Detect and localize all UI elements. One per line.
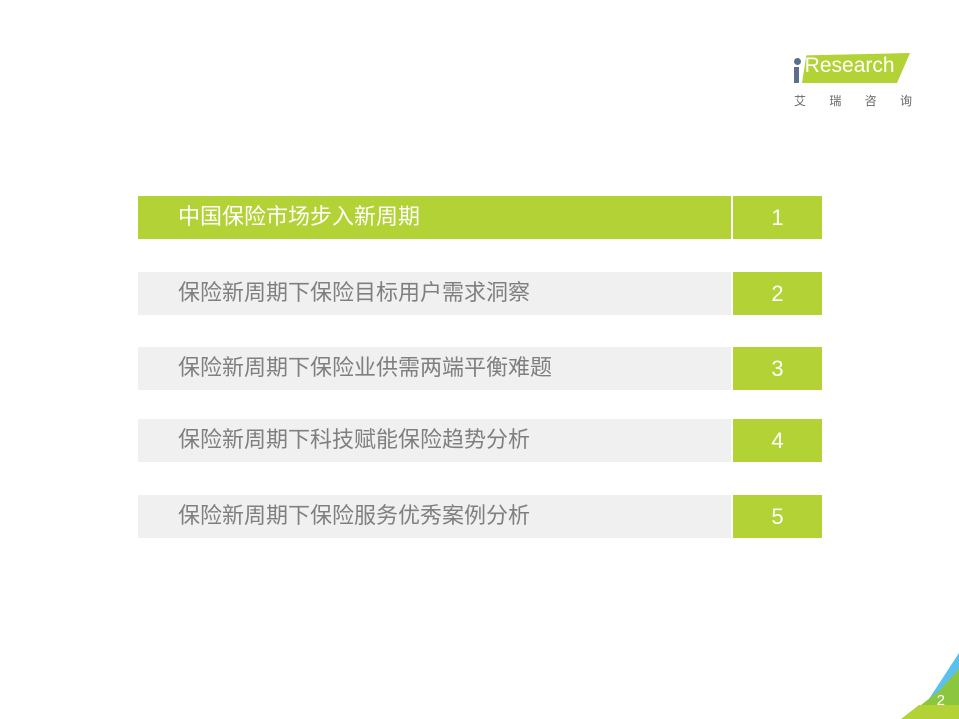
logo-brand-text: iResearch bbox=[800, 54, 895, 78]
logo-banner bbox=[802, 53, 910, 83]
logo-brand: Research bbox=[804, 54, 895, 77]
logo-dot bbox=[794, 58, 801, 65]
toc-item-number: 4 bbox=[733, 419, 822, 462]
logo-char: 瑞 bbox=[829, 94, 842, 108]
toc-item-1[interactable]: 中国保险市场步入新周期 1 bbox=[138, 196, 822, 239]
page-number: 2 bbox=[936, 692, 945, 709]
logo-i-stem bbox=[794, 67, 799, 83]
toc-item-number: 3 bbox=[733, 347, 822, 390]
logo-char: 询 bbox=[899, 94, 912, 108]
toc-item-label: 保险新周期下科技赋能保险趋势分析 bbox=[138, 419, 731, 462]
toc-item-5[interactable]: 保险新周期下保险服务优秀案例分析 5 bbox=[138, 495, 822, 538]
iresearch-logo: iResearch 艾 瑞 咨 询 bbox=[790, 50, 915, 120]
toc-item-number: 5 bbox=[733, 495, 822, 538]
corner-decoration bbox=[901, 653, 959, 719]
logo-chinese: 艾 瑞 咨 询 bbox=[794, 92, 912, 109]
toc-item-label: 中国保险市场步入新周期 bbox=[138, 196, 731, 239]
toc-item-4[interactable]: 保险新周期下科技赋能保险趋势分析 4 bbox=[138, 419, 822, 462]
toc-item-label: 保险新周期下保险目标用户需求洞察 bbox=[138, 272, 731, 315]
toc-item-number: 1 bbox=[733, 196, 822, 239]
toc-item-number: 2 bbox=[733, 272, 822, 315]
toc-item-label: 保险新周期下保险服务优秀案例分析 bbox=[138, 495, 731, 538]
toc-item-label: 保险新周期下保险业供需两端平衡难题 bbox=[138, 347, 731, 390]
logo-char: 艾 bbox=[794, 94, 807, 108]
toc-item-3[interactable]: 保险新周期下保险业供需两端平衡难题 3 bbox=[138, 347, 822, 390]
corner-lime-stripe bbox=[901, 705, 959, 719]
toc-item-2[interactable]: 保险新周期下保险目标用户需求洞察 2 bbox=[138, 272, 822, 315]
logo-char: 咨 bbox=[864, 94, 877, 108]
